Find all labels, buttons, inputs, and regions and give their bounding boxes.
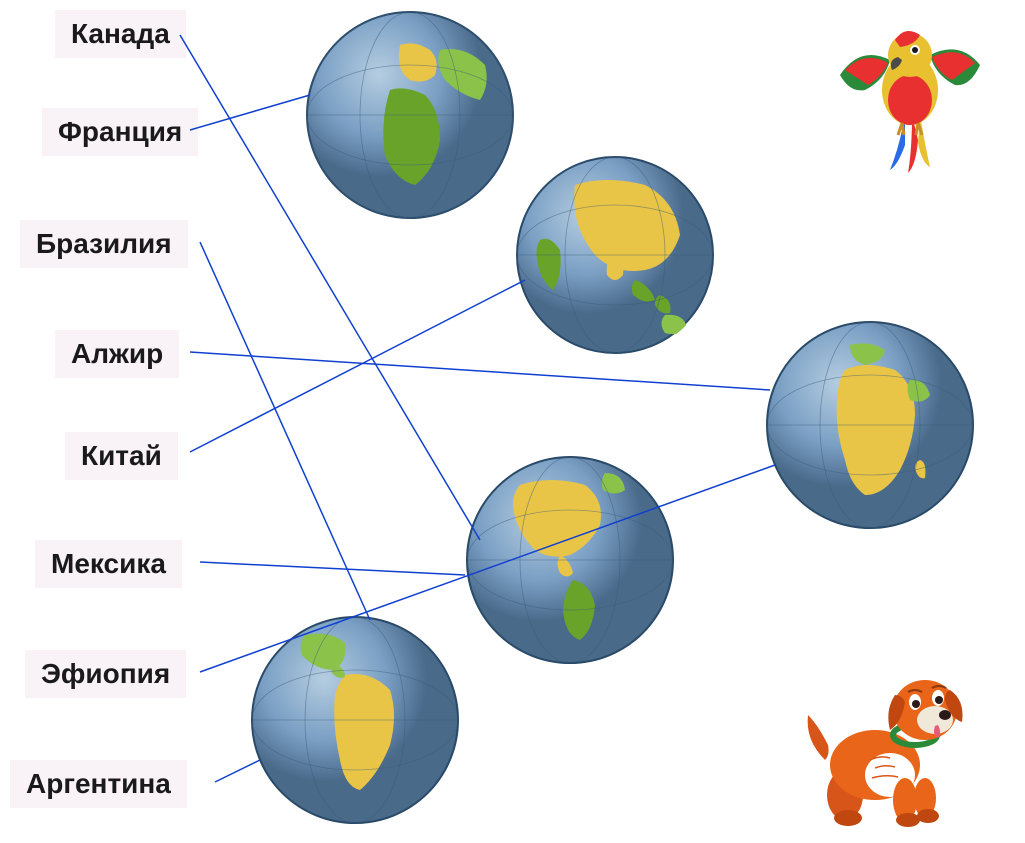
- country-label-china: Китай: [65, 432, 178, 480]
- country-label-canada: Канада: [55, 10, 186, 58]
- globe-europe-africa: [305, 10, 515, 220]
- globe-south-america: [250, 615, 460, 825]
- globe-asia: [515, 155, 715, 355]
- country-label-mexico: Мексика: [35, 540, 182, 588]
- country-label-france: Франция: [42, 108, 198, 156]
- line-argentina: [215, 760, 260, 782]
- country-label-algeria: Алжир: [55, 330, 179, 378]
- globe-north-america: [465, 455, 675, 665]
- line-brazil: [200, 242, 370, 620]
- country-label-ethiopia: Эфиопия: [25, 650, 186, 698]
- globe-africa: [765, 320, 975, 530]
- country-label-argentina: Аргентина: [10, 760, 187, 808]
- line-china: [190, 280, 525, 452]
- line-france: [190, 95, 310, 130]
- dog-icon: [790, 640, 990, 835]
- country-label-brazil: Бразилия: [20, 220, 188, 268]
- parrot-icon: [820, 15, 1000, 175]
- line-mexico: [200, 562, 465, 575]
- line-algeria: [190, 352, 770, 390]
